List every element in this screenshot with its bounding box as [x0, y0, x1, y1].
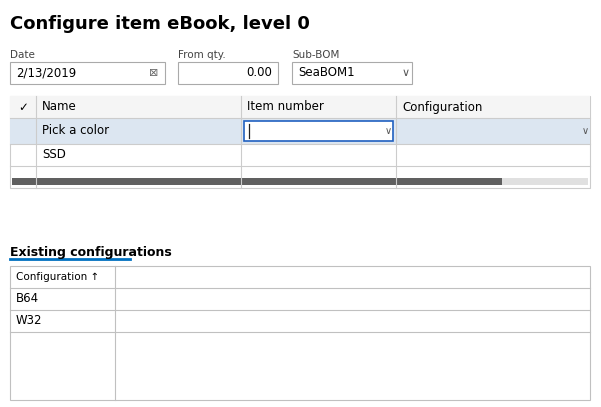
- Text: Sub-BOM: Sub-BOM: [292, 50, 340, 60]
- Bar: [178, 62, 278, 84]
- Text: 2/13/2019: 2/13/2019: [16, 66, 76, 79]
- Text: Configure item eBook, level 0: Configure item eBook, level 0: [10, 15, 310, 33]
- Text: From qty.: From qty.: [178, 50, 226, 60]
- Bar: [12, 178, 502, 185]
- Text: Configuration ↑: Configuration ↑: [16, 272, 99, 282]
- Bar: [10, 118, 590, 144]
- Bar: [292, 62, 412, 84]
- Bar: [244, 121, 393, 141]
- Text: 0.00: 0.00: [246, 66, 272, 79]
- Text: Configuration: Configuration: [402, 101, 483, 114]
- Text: W32: W32: [16, 315, 43, 328]
- Bar: [10, 266, 590, 400]
- Text: ∨: ∨: [385, 126, 392, 136]
- Bar: [12, 178, 588, 185]
- Text: Pick a color: Pick a color: [42, 125, 109, 138]
- Text: ✓: ✓: [18, 101, 28, 114]
- Text: SeaBOM1: SeaBOM1: [298, 66, 355, 79]
- Text: Existing configurations: Existing configurations: [10, 246, 172, 259]
- Text: Name: Name: [42, 101, 77, 114]
- Bar: [10, 96, 590, 188]
- Text: B64: B64: [16, 293, 39, 306]
- Text: Date: Date: [10, 50, 35, 60]
- Text: SSD: SSD: [42, 149, 66, 162]
- Bar: [10, 62, 165, 84]
- Text: Item number: Item number: [247, 101, 324, 114]
- Bar: [10, 96, 590, 118]
- Text: ∨: ∨: [402, 68, 410, 78]
- Text: ∨: ∨: [582, 126, 589, 136]
- Text: ⊠: ⊠: [149, 68, 159, 78]
